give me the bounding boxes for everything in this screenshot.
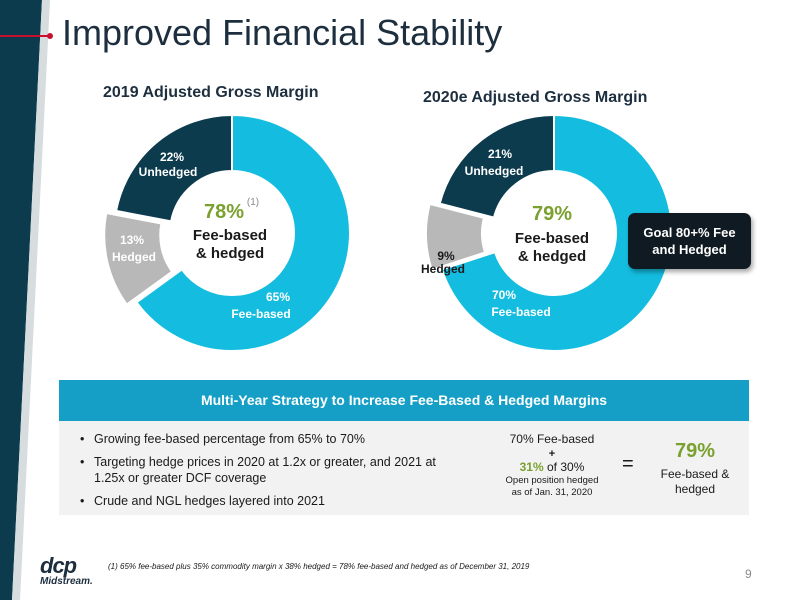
slice-name-label: Fee-based xyxy=(231,307,290,321)
slice-pct-label: 70% xyxy=(492,288,516,302)
slice-hedged xyxy=(103,211,174,306)
equals-sign: = xyxy=(622,453,634,475)
goal-callout-line1: Goal 80+% Fee xyxy=(643,225,736,240)
slice-pct-label: 65% xyxy=(266,290,290,304)
slice-pct-label: 13% xyxy=(120,233,144,247)
result-label-line1: Fee-based & xyxy=(660,467,730,481)
title-accent-dot xyxy=(47,33,53,39)
title-accent-line xyxy=(0,35,50,37)
calc-hedged-of-text: of 30% xyxy=(547,460,585,474)
center-label-line2: & hedged xyxy=(196,245,264,262)
list-item: Targeting hedge prices in 2020 at 1.2x o… xyxy=(78,454,468,486)
result-value: 79% xyxy=(674,440,716,462)
result-label-line2: hedged xyxy=(674,482,716,496)
slice-fee-based xyxy=(135,113,351,352)
center-label-line2: & hedged xyxy=(518,248,586,265)
goal-callout-line2: and Hedged xyxy=(652,242,727,257)
strategy-header: Multi-Year Strategy to Increase Fee-Base… xyxy=(59,380,749,421)
slice-pct-label: 22% xyxy=(160,150,184,164)
footnote: (1) 65% fee-based plus 35% commodity mar… xyxy=(108,562,530,571)
dcp-midstream-logo: dcp Midstream. xyxy=(40,553,96,588)
donut-chart-2019: 65% Fee-based 13% Hedged 22% Unhedged 78… xyxy=(103,113,351,352)
slice-fee-based xyxy=(440,113,673,352)
list-item: Growing fee-based percentage from 65% to… xyxy=(78,431,468,447)
center-value: 78% xyxy=(204,201,244,223)
slice-name-label: Unhedged xyxy=(465,164,524,178)
chart-title-2020e: 2020e Adjusted Gross Margin xyxy=(423,89,648,106)
slice-name-label: Unhedged xyxy=(139,165,198,179)
page-title: Improved Financial Stability xyxy=(62,12,503,53)
center-label-line1: Fee-based xyxy=(193,227,267,244)
calc-hedged-pct: 31% xyxy=(519,460,544,474)
calc-note-line1: Open position hedged xyxy=(505,475,599,486)
donut-chart-2020e: 70% Fee-based 9% Hedged 21% Unhedged 79%… xyxy=(421,113,673,352)
slice-unhedged xyxy=(114,113,233,223)
calc-result: 79% Fee-based & hedged xyxy=(655,440,735,497)
left-decorative-band xyxy=(0,0,60,600)
calc-note-line2: as of Jan. 31, 2020 xyxy=(511,487,593,498)
chart-title-2019: 2019 Adjusted Gross Margin xyxy=(103,84,319,101)
slice-pct-label: 21% xyxy=(488,147,512,161)
slice-name-label: Fee-based xyxy=(491,305,550,319)
slice-hedged xyxy=(425,202,487,272)
strategy-bullet-list: Growing fee-based percentage from 65% to… xyxy=(78,431,468,516)
goal-callout-box: Goal 80+% Fee and Hedged xyxy=(628,213,751,269)
slice-unhedged xyxy=(438,113,555,219)
margin-calculation: 70% Fee-based + 31% of 30% Open position… xyxy=(492,432,612,499)
logo-main-text: dcp xyxy=(40,553,77,578)
logo-sub-text: Midstream. xyxy=(40,576,93,587)
center-value: 79% xyxy=(532,203,572,225)
center-label-line1: Fee-based xyxy=(515,230,589,247)
list-item: Crude and NGL hedges layered into 2021 xyxy=(78,493,468,509)
slice-pct-label: 9% xyxy=(437,249,455,263)
center-footnote-ref: (1) xyxy=(247,197,259,208)
calc-plus-sign: + xyxy=(548,448,556,460)
calc-hedged-line: 31% of 30% xyxy=(492,460,612,474)
slice-name-label: Hedged xyxy=(421,262,465,276)
slice-name-label: Hedged xyxy=(112,250,156,264)
calc-fee-based-line: 70% Fee-based xyxy=(509,432,595,446)
page-number: 9 xyxy=(745,567,752,581)
